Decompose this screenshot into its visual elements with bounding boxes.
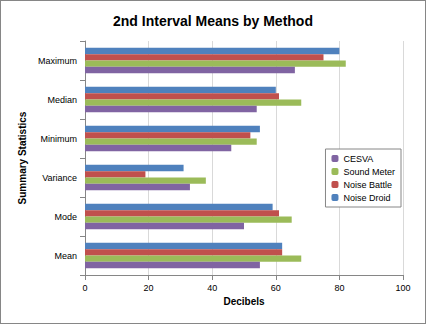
svg-text:20: 20 <box>144 283 154 293</box>
svg-text:0: 0 <box>82 283 87 293</box>
svg-text:Mode: Mode <box>54 212 77 222</box>
svg-text:Minimum: Minimum <box>40 134 77 144</box>
svg-text:Summary Statistics: Summary Statistics <box>17 111 28 204</box>
svg-text:Sound Meter: Sound Meter <box>343 167 395 177</box>
svg-text:Decibels: Decibels <box>223 296 265 307</box>
svg-text:Noise Battle: Noise Battle <box>343 180 392 190</box>
svg-text:Mean: Mean <box>54 251 77 261</box>
svg-text:Noise Droid: Noise Droid <box>343 193 390 203</box>
svg-text:40: 40 <box>207 283 217 293</box>
svg-text:2nd Interval Means by Method: 2nd Interval Means by Method <box>113 13 313 29</box>
svg-text:60: 60 <box>271 283 281 293</box>
svg-text:CESVA: CESVA <box>343 154 373 164</box>
svg-text:Variance: Variance <box>42 173 77 183</box>
svg-text:100: 100 <box>395 283 410 293</box>
svg-text:Median: Median <box>47 95 77 105</box>
svg-text:Maximum: Maximum <box>38 56 77 66</box>
svg-text:80: 80 <box>334 283 344 293</box>
